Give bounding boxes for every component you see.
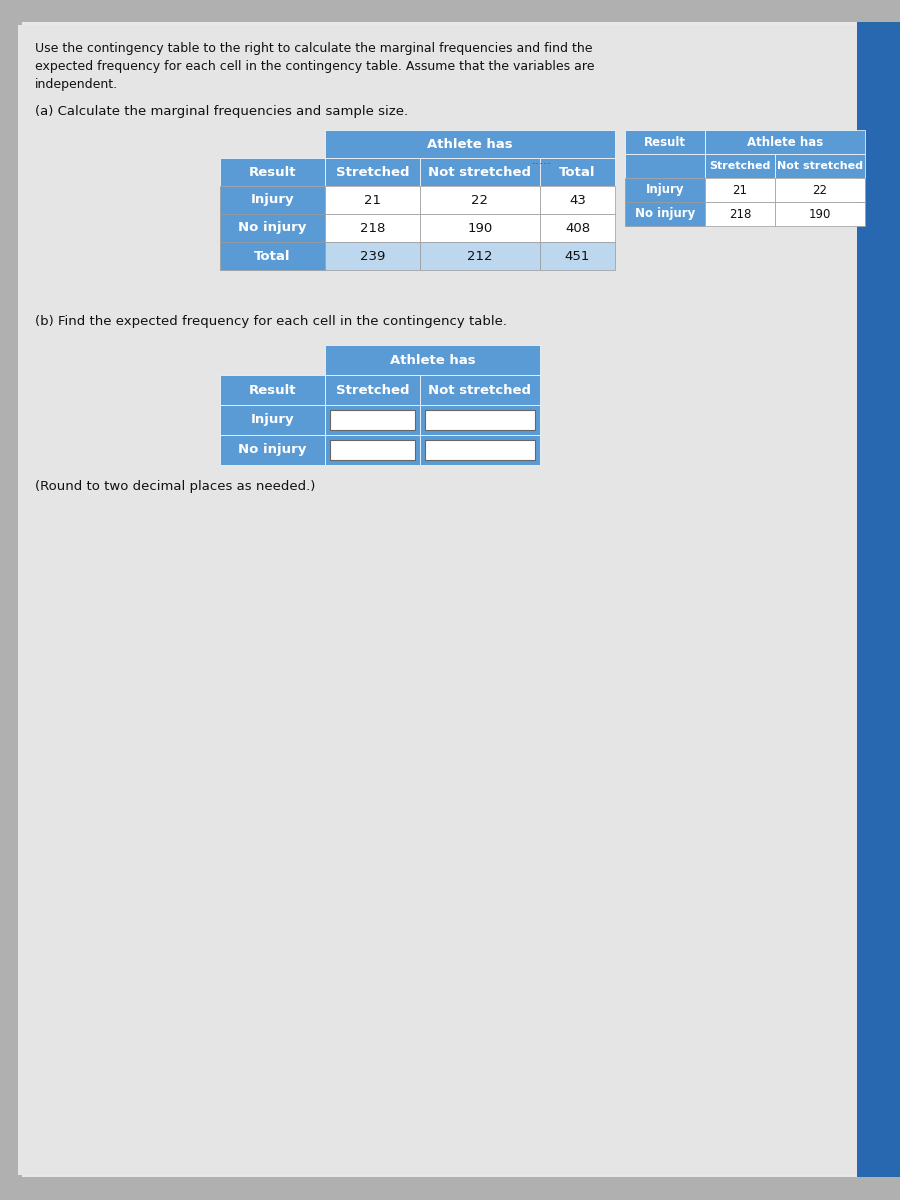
Text: Athlete has: Athlete has [428, 138, 513, 150]
FancyBboxPatch shape [705, 154, 775, 178]
FancyBboxPatch shape [420, 158, 540, 186]
FancyBboxPatch shape [540, 158, 615, 186]
FancyBboxPatch shape [420, 186, 540, 214]
FancyBboxPatch shape [325, 434, 420, 464]
FancyBboxPatch shape [540, 214, 615, 242]
FancyBboxPatch shape [625, 130, 705, 154]
Text: (a) Calculate the marginal frequencies and sample size.: (a) Calculate the marginal frequencies a… [35, 104, 408, 118]
Text: No injury: No injury [634, 208, 695, 221]
Text: Result: Result [644, 136, 686, 149]
FancyBboxPatch shape [325, 404, 420, 434]
Text: Total: Total [254, 250, 291, 263]
FancyBboxPatch shape [425, 440, 535, 460]
Text: Not stretched: Not stretched [428, 166, 532, 179]
Text: 218: 218 [360, 222, 385, 234]
FancyBboxPatch shape [330, 410, 415, 430]
Text: expected frequency for each cell in the contingency table. Assume that the varia: expected frequency for each cell in the … [35, 60, 595, 73]
Text: 408: 408 [565, 222, 590, 234]
Text: Result: Result [248, 166, 296, 179]
FancyBboxPatch shape [325, 130, 615, 158]
Text: 190: 190 [809, 208, 832, 221]
Text: Result: Result [248, 384, 296, 396]
FancyBboxPatch shape [425, 410, 535, 430]
FancyBboxPatch shape [705, 130, 865, 154]
Text: 21: 21 [733, 184, 748, 197]
FancyBboxPatch shape [420, 374, 540, 404]
FancyBboxPatch shape [22, 22, 857, 1177]
Text: Injury: Injury [251, 414, 294, 426]
Text: Stretched: Stretched [336, 384, 410, 396]
Text: 21: 21 [364, 193, 381, 206]
Text: 239: 239 [360, 250, 385, 263]
Text: 190: 190 [467, 222, 492, 234]
Text: Athlete has: Athlete has [390, 354, 475, 366]
FancyBboxPatch shape [325, 214, 420, 242]
FancyBboxPatch shape [705, 178, 775, 202]
FancyBboxPatch shape [325, 374, 420, 404]
FancyBboxPatch shape [325, 242, 420, 270]
FancyBboxPatch shape [775, 202, 865, 226]
Text: 22: 22 [813, 184, 827, 197]
Text: 22: 22 [472, 193, 489, 206]
FancyBboxPatch shape [420, 214, 540, 242]
FancyBboxPatch shape [220, 434, 325, 464]
Text: Use the contingency table to the right to calculate the marginal frequencies and: Use the contingency table to the right t… [35, 42, 592, 55]
Text: Not stretched: Not stretched [777, 161, 863, 170]
FancyBboxPatch shape [540, 242, 615, 270]
FancyBboxPatch shape [220, 404, 325, 434]
FancyBboxPatch shape [220, 242, 325, 270]
FancyBboxPatch shape [420, 242, 540, 270]
FancyBboxPatch shape [420, 434, 540, 464]
FancyBboxPatch shape [220, 186, 325, 214]
FancyBboxPatch shape [325, 158, 420, 186]
Text: .....: ..... [532, 154, 552, 167]
FancyBboxPatch shape [18, 25, 858, 1175]
Text: (Round to two decimal places as needed.): (Round to two decimal places as needed.) [35, 480, 315, 493]
Text: Stretched: Stretched [709, 161, 770, 170]
Text: 218: 218 [729, 208, 751, 221]
FancyBboxPatch shape [325, 346, 540, 374]
Text: Not stretched: Not stretched [428, 384, 532, 396]
FancyBboxPatch shape [775, 178, 865, 202]
FancyBboxPatch shape [705, 202, 775, 226]
FancyBboxPatch shape [625, 154, 705, 178]
FancyBboxPatch shape [625, 178, 705, 202]
FancyBboxPatch shape [330, 440, 415, 460]
Text: 451: 451 [565, 250, 590, 263]
Text: No injury: No injury [238, 222, 307, 234]
Text: Athlete has: Athlete has [747, 136, 824, 149]
FancyBboxPatch shape [857, 22, 900, 1177]
FancyBboxPatch shape [625, 202, 705, 226]
Text: Injury: Injury [646, 184, 684, 197]
Text: Stretched: Stretched [336, 166, 410, 179]
Text: independent.: independent. [35, 78, 118, 91]
Text: No injury: No injury [238, 444, 307, 456]
Text: Injury: Injury [251, 193, 294, 206]
FancyBboxPatch shape [540, 186, 615, 214]
FancyBboxPatch shape [420, 404, 540, 434]
FancyBboxPatch shape [858, 25, 900, 1175]
Text: Total: Total [559, 166, 596, 179]
FancyBboxPatch shape [775, 154, 865, 178]
FancyBboxPatch shape [220, 374, 325, 404]
FancyBboxPatch shape [220, 158, 325, 186]
Text: 212: 212 [467, 250, 493, 263]
Text: 43: 43 [569, 193, 586, 206]
FancyBboxPatch shape [220, 214, 325, 242]
Text: (b) Find the expected frequency for each cell in the contingency table.: (b) Find the expected frequency for each… [35, 314, 507, 328]
FancyBboxPatch shape [325, 186, 420, 214]
